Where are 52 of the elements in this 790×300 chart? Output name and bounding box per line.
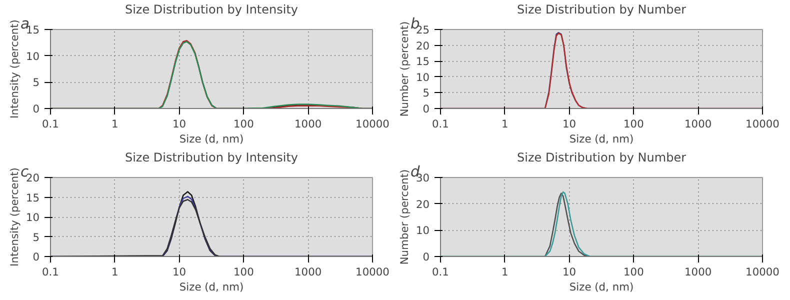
y-tick-label: 15 [416, 55, 430, 68]
y-tick-label: 5 [32, 76, 40, 90]
x-tick-label: 1000 [294, 266, 322, 278]
y-tick-label: 0 [422, 250, 430, 264]
y-tick-label: 0 [32, 102, 40, 116]
x-tick-label: 1 [112, 118, 118, 130]
y-tick-label: 10 [26, 211, 40, 224]
y-axis-title: Intensity (percent) [8, 168, 21, 266]
x-tick-label: 1 [502, 118, 508, 130]
x-tick-label: 1 [112, 266, 118, 278]
x-tick-label: 10 [172, 118, 186, 130]
x-tick-label: 10000 [746, 266, 780, 278]
y-tick-label: 10 [416, 70, 430, 84]
y-axis-title: Number (percent) [398, 21, 411, 117]
x-tick-label: 10 [562, 266, 576, 278]
x-tick-label: 10 [172, 266, 186, 278]
x-tick-label: 0.1 [42, 118, 59, 130]
y-axis-title: Number (percent) [398, 169, 411, 265]
y-tick-label: 5 [422, 86, 430, 100]
x-tick-label: 1000 [684, 118, 712, 130]
chart-title: Size Distribution by Number [516, 150, 686, 164]
x-tick-label: 0.1 [42, 266, 59, 278]
x-tick-label: 100 [624, 266, 644, 278]
chart-title: Size Distribution by Intensity [124, 150, 298, 164]
x-tick-label: 10000 [356, 118, 390, 130]
y-tick-label: 0 [32, 250, 40, 264]
x-axis-title: Size (d, nm) [569, 132, 634, 146]
x-tick-label: 1000 [684, 266, 712, 278]
x-tick-label: 1000 [294, 118, 322, 130]
x-tick-label: 10 [562, 118, 576, 130]
x-tick-label: 0.1 [432, 266, 449, 278]
y-axis-title: Intensity (percent) [8, 20, 21, 118]
text: a [20, 16, 30, 32]
y-tick-label: 5 [32, 230, 40, 244]
x-tick-label: 100 [234, 266, 254, 278]
x-axis-title: Size (d, nm) [179, 132, 244, 146]
x-axis-title: Size (d, nm) [179, 280, 244, 294]
y-tick-label: 15 [26, 191, 40, 204]
x-tick-label: 10000 [356, 266, 390, 278]
y-tick-label: 20 [416, 198, 430, 211]
y-tick-label: 0 [422, 102, 430, 116]
x-tick-label: 100 [234, 118, 254, 130]
x-tick-label: 0.1 [432, 118, 449, 130]
chart-title: Size Distribution by Number [516, 2, 686, 16]
y-tick-label: 10 [416, 224, 430, 238]
y-tick-label: 20 [416, 39, 430, 52]
x-tick-label: 100 [624, 118, 644, 130]
x-tick-label: 10000 [746, 118, 780, 130]
x-tick-label: 1 [502, 266, 508, 278]
x-axis-title: Size (d, nm) [569, 280, 634, 294]
y-tick-label: 10 [26, 50, 40, 63]
chart-title: Size Distribution by Intensity [124, 2, 298, 16]
